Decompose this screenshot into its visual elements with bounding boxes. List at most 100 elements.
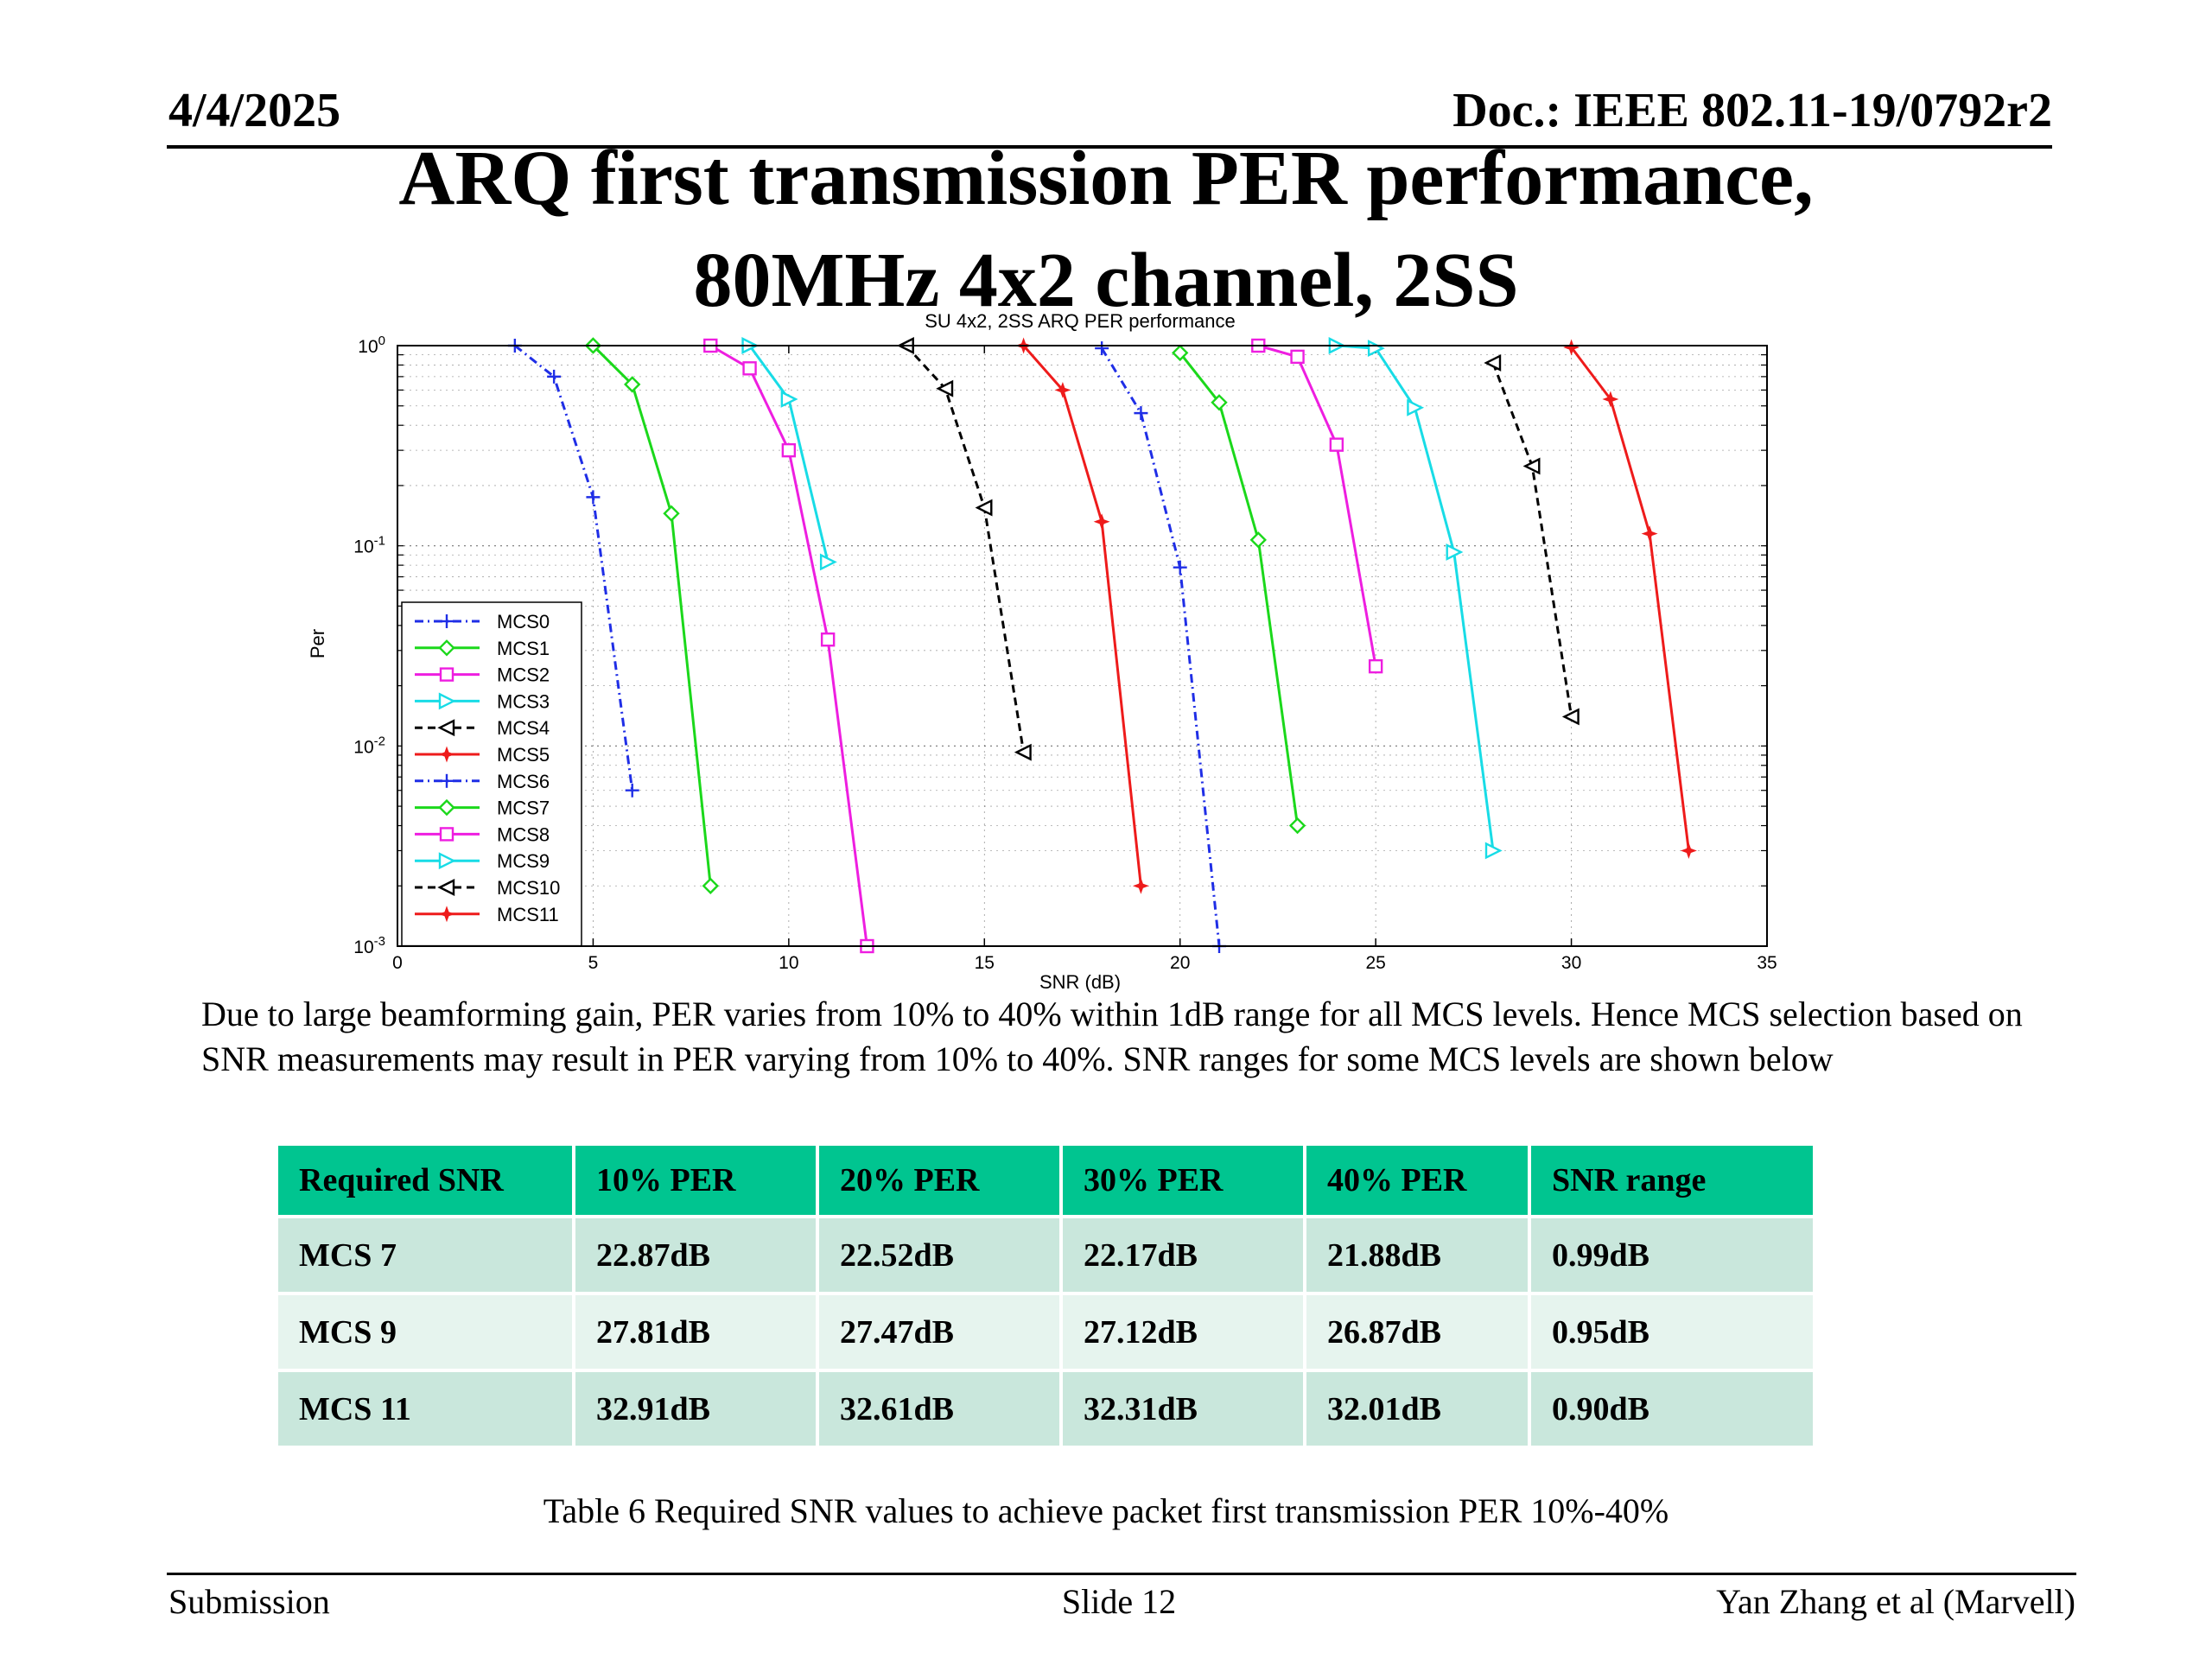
legend-item: MCS11	[415, 904, 559, 925]
diamond-marker	[1249, 531, 1267, 549]
legend-item: MCS8	[415, 823, 550, 845]
table-header-cell: SNR range	[1531, 1146, 1816, 1218]
legend-item: MCS4	[415, 717, 550, 739]
square-marker	[439, 827, 454, 842]
y-tick-label: 10-3	[353, 934, 385, 957]
triangle-right-marker	[1407, 398, 1425, 416]
plot-frame	[397, 345, 1768, 947]
y-tick-label: 10-2	[353, 734, 385, 757]
star-marker	[438, 906, 455, 923]
series-line	[1179, 352, 1300, 826]
triangle-left-marker	[975, 499, 993, 517]
star-marker	[1602, 391, 1619, 408]
legend-item: MCS6	[415, 771, 550, 792]
table-cell: 27.47dB	[819, 1295, 1063, 1372]
legend-label: MCS4	[497, 717, 550, 739]
footer-submission: Submission	[168, 1582, 330, 1621]
slide-title: ARQ first transmission PER performance, …	[0, 128, 2212, 332]
table-caption: Table 6 Required SNR values to achieve p…	[543, 1491, 1669, 1530]
square-marker	[439, 667, 454, 682]
x-tick-label: 0	[392, 953, 403, 973]
table-cell: 0.95dB	[1531, 1295, 1816, 1372]
table-header-cell: Required SNR	[278, 1146, 575, 1218]
series-mcs1	[584, 337, 719, 894]
footer-author: Yan Zhang et al (Marvell)	[1716, 1582, 2075, 1621]
table-cell: 27.81dB	[575, 1295, 819, 1372]
y-axis-label: Per	[307, 629, 328, 658]
series-mcs7	[1172, 344, 1306, 835]
triangle-right-marker	[780, 391, 798, 408]
table-cell: 22.87dB	[575, 1218, 819, 1295]
plus-marker	[625, 783, 639, 798]
diamond-marker	[624, 376, 641, 393]
header-divider	[167, 145, 2052, 149]
square-marker	[1368, 658, 1383, 674]
description-paragraph: Due to large beamforming gain, PER varie…	[201, 995, 2023, 1078]
series-mcs9	[1328, 337, 1503, 860]
diamond-marker	[1172, 344, 1189, 362]
table-cell: 0.99dB	[1531, 1218, 1816, 1295]
triangle-left-marker	[437, 879, 455, 896]
table-cell: 32.61dB	[819, 1372, 1063, 1449]
triangle-left-marker	[437, 719, 455, 737]
legend-label: MCS11	[497, 904, 559, 925]
triangle-right-marker	[1484, 842, 1503, 860]
table-row: MCS 7 22.87dB 22.52dB 22.17dB 21.88dB 0.…	[278, 1218, 1816, 1295]
table-cell: 21.88dB	[1306, 1218, 1531, 1295]
legend-label: MCS3	[497, 690, 550, 712]
triangle-right-marker	[819, 553, 837, 571]
y-tick-label: 10-1	[353, 534, 385, 557]
square-marker	[820, 632, 836, 647]
legend-label: MCS2	[497, 664, 550, 686]
table-cell: 27.12dB	[1063, 1295, 1306, 1372]
legend-label: MCS10	[497, 877, 560, 899]
header-date: 4/4/2025	[168, 84, 341, 137]
table-header-cell: 10% PER	[575, 1146, 819, 1218]
chart-series	[507, 337, 1697, 954]
table-row: MCS 11 32.91dB 32.61dB 32.31dB 32.01dB 0…	[278, 1372, 1816, 1449]
diamond-marker	[438, 639, 455, 657]
legend-label: MCS9	[497, 850, 550, 872]
triangle-left-marker	[1522, 457, 1541, 475]
table-cell: 22.17dB	[1063, 1218, 1306, 1295]
square-marker	[1290, 349, 1305, 365]
table-header-cell: 40% PER	[1306, 1146, 1531, 1218]
series-line	[1022, 345, 1142, 887]
triangle-right-marker	[438, 852, 456, 870]
plus-marker	[1095, 341, 1109, 356]
legend-item: MCS5	[415, 744, 550, 766]
series-mcs11	[1563, 339, 1697, 859]
star-marker	[438, 746, 455, 763]
x-tick-label: 15	[975, 953, 995, 973]
x-tick-label: 20	[1170, 953, 1190, 973]
star-marker	[1132, 877, 1149, 894]
x-tick-label: 30	[1561, 953, 1581, 973]
table-cell: MCS 9	[278, 1295, 575, 1372]
series-line	[1336, 344, 1495, 851]
chart-legend: MCS0 MCS1 MCS2 MCS3 MCS4 MCS5 MCS6 MCS7 MCS8 MCS9…	[401, 601, 582, 947]
legend-item: MCS0	[415, 611, 550, 632]
chart-grid	[397, 346, 1767, 946]
x-tick-label: 35	[1757, 953, 1777, 973]
table-row: MCS 9 27.81dB 27.47dB 27.12dB 26.87dB 0.…	[278, 1295, 1816, 1372]
legend-label: MCS1	[497, 638, 550, 659]
legend-item: MCS10	[415, 877, 560, 899]
series-mcs4	[897, 337, 1032, 761]
legend-label: MCS7	[497, 798, 550, 819]
header-doc-id: Doc.: IEEE 802.11-19/0792r2	[1452, 84, 2052, 137]
series-mcs10	[1484, 354, 1580, 726]
footer-slide-number: Slide 12	[1061, 1582, 1177, 1621]
plus-marker	[440, 614, 454, 628]
table-header-cell: 20% PER	[819, 1146, 1063, 1218]
plus-marker	[1134, 406, 1148, 421]
table-header-cell: 30% PER	[1063, 1146, 1306, 1218]
square-marker	[1329, 437, 1344, 452]
diamond-marker	[1288, 817, 1306, 835]
table-cell: MCS 11	[278, 1372, 575, 1449]
series-line	[905, 344, 1026, 753]
series-mcs5	[1015, 337, 1149, 894]
star-marker	[1054, 381, 1071, 398]
table-cell: 0.90dB	[1531, 1372, 1816, 1449]
diamond-marker	[438, 798, 455, 817]
triangle-left-marker	[1484, 354, 1502, 372]
